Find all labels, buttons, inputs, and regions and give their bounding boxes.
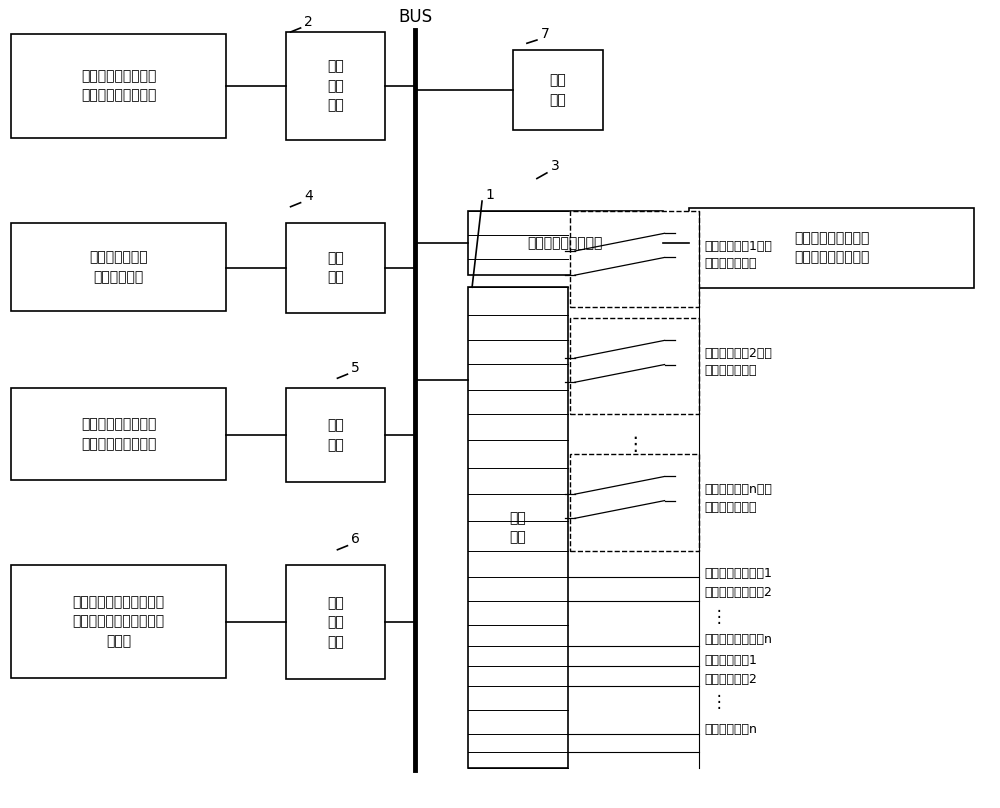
Bar: [513, 50, 603, 130]
Bar: [468, 287, 568, 768]
Text: 人机
接口
模块: 人机 接口 模块: [327, 595, 344, 649]
Bar: [570, 454, 699, 550]
Bar: [286, 388, 385, 482]
Text: 开关、刀闸分、合闸
控制、各种告警信号: 开关、刀闸分、合闸 控制、各种告警信号: [81, 418, 156, 451]
Text: 1: 1: [486, 187, 494, 202]
Text: 一次设备告警信号2: 一次设备告警信号2: [704, 586, 772, 599]
Text: 刀闸控制命令2: 刀闸控制命令2: [704, 673, 757, 686]
Text: 开出
模块: 开出 模块: [327, 419, 344, 452]
Text: 3: 3: [550, 159, 559, 174]
Text: 双位置行程接点: 双位置行程接点: [704, 258, 757, 271]
Bar: [11, 223, 226, 311]
Text: 开关、刀闸操作闭锁
逻辑判断、自检功能: 开关、刀闸操作闭锁 逻辑判断、自检功能: [794, 231, 869, 264]
Text: ⋮: ⋮: [625, 435, 644, 454]
Text: ⋮: ⋮: [711, 693, 728, 711]
Bar: [286, 565, 385, 680]
Text: 6: 6: [351, 532, 360, 546]
Text: 通信
模块: 通信 模块: [327, 251, 344, 284]
Bar: [570, 211, 699, 307]
Bar: [468, 211, 663, 276]
Text: 刀闸控制命令n: 刀闸控制命令n: [704, 723, 757, 736]
Bar: [11, 388, 226, 481]
Text: 开关（刀闸）n原始: 开关（刀闸）n原始: [704, 483, 772, 496]
Text: ⋮: ⋮: [711, 608, 728, 626]
Bar: [286, 223, 385, 313]
Text: 与其他智能电子
设备进行通信: 与其他智能电子 设备进行通信: [89, 250, 148, 284]
Text: 开关（刀闸）1原始: 开关（刀闸）1原始: [704, 240, 772, 253]
Bar: [570, 318, 699, 415]
Text: 开关（刀闸）2原始: 开关（刀闸）2原始: [704, 347, 772, 360]
Text: 状态
采集
模块: 状态 采集 模块: [327, 60, 344, 112]
Text: 一次设备告警信号n: 一次设备告警信号n: [704, 633, 772, 646]
Text: 一次设备状态、告警信息
显示、参数设置输入、打
印功能: 一次设备状态、告警信息 显示、参数设置输入、打 印功能: [72, 595, 165, 648]
Text: 电源
模块: 电源 模块: [549, 74, 566, 107]
Text: 5: 5: [351, 360, 360, 375]
Text: 7: 7: [540, 27, 549, 40]
Text: 刀闸控制命令1: 刀闸控制命令1: [704, 654, 757, 667]
Bar: [11, 565, 226, 678]
Text: 双位置行程接点: 双位置行程接点: [704, 364, 757, 377]
Text: 双位置行程接点: 双位置行程接点: [704, 501, 757, 514]
Text: 开入
模块: 开入 模块: [510, 511, 526, 545]
Bar: [11, 34, 226, 138]
Text: 一次设备告警信号1: 一次设备告警信号1: [704, 566, 772, 579]
Text: 4: 4: [304, 189, 313, 204]
Text: 2: 2: [304, 15, 313, 28]
Text: 一次设备各种运行状
态的实时采集与存储: 一次设备各种运行状 态的实时采集与存储: [81, 69, 156, 103]
Bar: [689, 208, 974, 288]
Text: BUS: BUS: [398, 9, 432, 27]
Text: 数据及逻辑处理模块: 数据及逻辑处理模块: [528, 236, 603, 250]
Bar: [286, 32, 385, 140]
